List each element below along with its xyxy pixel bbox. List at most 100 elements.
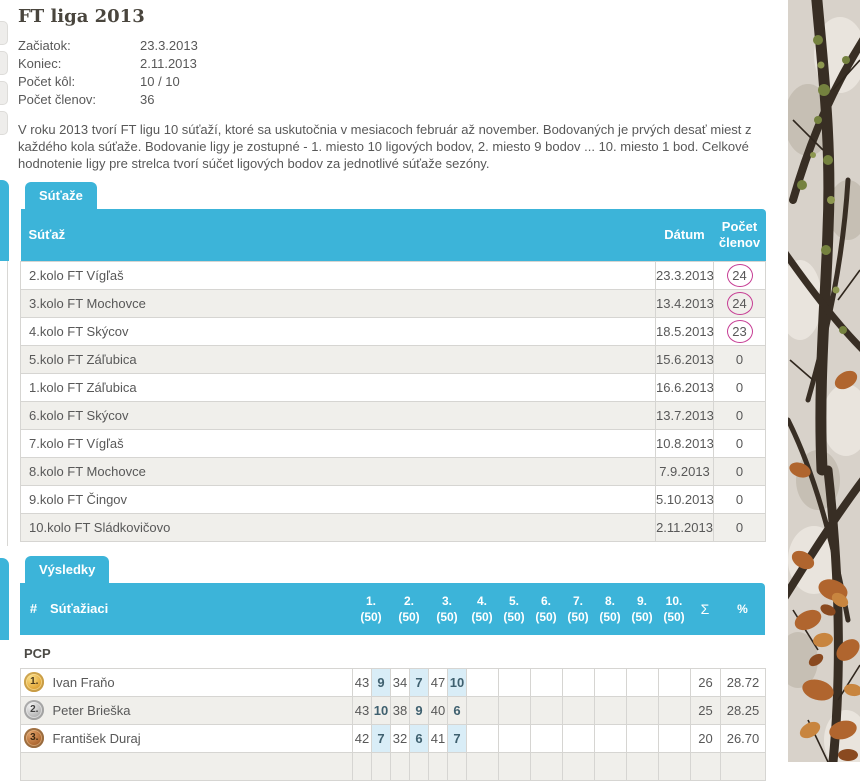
column-header-round-3: 3. (50)	[428, 582, 466, 635]
column-header-percent: %	[720, 582, 765, 635]
members-count-badge[interactable]: 24	[726, 291, 753, 315]
empty-round-cell	[594, 667, 627, 697]
empty-round-cell	[658, 667, 691, 697]
column-header-rank: #	[20, 582, 47, 635]
round-number: 3.	[441, 593, 452, 608]
bronze-medal-icon: 3.	[24, 728, 45, 748]
round-number: 6.	[540, 593, 551, 608]
tab-results[interactable]: Výsledky	[25, 555, 110, 583]
results-header-table: # Súťažiaci 1. (50) 2. (50) 3. (50) 4. (50) 5. (5…	[20, 582, 765, 635]
points-cell: 10	[447, 667, 467, 697]
cut-off-button	[0, 51, 8, 75]
info-row: Počet členov: 36	[18, 91, 765, 109]
score-cell	[390, 751, 410, 781]
empty-round-cell	[658, 723, 691, 753]
empty-round-cell	[626, 751, 659, 781]
info-row: Koniec: 2.11.2013	[18, 55, 765, 73]
round-max: (50)	[360, 609, 382, 624]
info-label: Počet členov:	[18, 92, 97, 107]
percent-cell: 28.72	[720, 667, 766, 697]
results-header-row: # Súťažiaci 1. (50) 2. (50) 3. (50) 4. (50) 5. (5…	[20, 582, 765, 635]
competition-name-cell: 10.kolo FT Sládkovičovo	[20, 512, 656, 542]
silver-medal-icon: 2.	[24, 700, 45, 720]
empty-round-cell	[498, 723, 531, 753]
empty-round-cell	[594, 751, 627, 781]
round-max: (50)	[599, 609, 621, 624]
competitions-tbody: 2.kolo FT Vígľaš 23.3.2013 24 3.kolo FT Moc…	[20, 260, 766, 542]
competition-date-cell: 10.8.2013	[655, 428, 714, 458]
competition-row[interactable]: 9.kolo FT Čingov 5.10.2013 0	[20, 484, 766, 514]
rank-cell: 3.	[20, 723, 48, 753]
competition-row[interactable]: 8.kolo FT Mochovce 7.9.2013 0	[20, 456, 766, 486]
empty-round-cell	[498, 667, 531, 697]
points-cell: 6	[447, 695, 467, 725]
competition-members-cell: 0	[713, 372, 766, 402]
info-list: Začiatok: 23.3.2013 Koniec: 2.11.2013 Po…	[18, 37, 765, 109]
empty-round-cell	[594, 695, 627, 725]
competition-members-cell: 0	[713, 484, 766, 514]
empty-round-cell	[498, 695, 531, 725]
column-header-sutaz: Súťaž	[20, 209, 656, 261]
cut-off-button	[0, 81, 8, 105]
empty-round-cell	[530, 751, 563, 781]
score-cell: 47	[428, 667, 448, 697]
competition-date-cell: 23.3.2013	[655, 260, 714, 290]
competition-row[interactable]: 4.kolo FT Skýcov 18.5.2013 23	[20, 316, 766, 346]
competition-date-cell: 13.7.2013	[655, 400, 714, 430]
competitions-header-row: Súťaž Dátum Počet členov	[20, 209, 766, 261]
info-value: 36	[140, 92, 155, 107]
points-cell: 6	[409, 723, 429, 753]
competition-row[interactable]: 10.kolo FT Sládkovičovo 2.11.2013 0	[20, 512, 766, 542]
sum-cell: 20	[690, 723, 721, 753]
competition-row[interactable]: 2.kolo FT Vígľaš 23.3.2013 24	[20, 260, 766, 290]
empty-round-cell	[562, 723, 595, 753]
page-title: FT liga 2013	[18, 6, 145, 27]
results-table: 1. Ivan Fraňo 43 9 34 7 47 10 26 28.72 2. Peter Bri…	[20, 667, 766, 781]
column-header-round-6: 6. (50)	[530, 582, 562, 635]
column-header-sum: Σ	[690, 582, 720, 635]
round-number: 1.	[365, 593, 376, 608]
result-row[interactable]: 2. Peter Brieška 43 10 38 9 40 6 25 28.25	[20, 695, 766, 725]
cut-off-tab-edge	[0, 180, 9, 261]
score-cell: 34	[390, 667, 410, 697]
result-row[interactable]: 3. František Duraj 42 7 32 6 41 7 20 26.70	[20, 723, 766, 753]
round-max: (50)	[663, 609, 685, 624]
competition-members-cell: 23	[713, 316, 766, 346]
round-max: (50)	[503, 609, 525, 624]
round-number: 10.	[665, 593, 683, 608]
competition-row[interactable]: 3.kolo FT Mochovce 13.4.2013 24	[20, 288, 766, 318]
player-name-cell: František Duraj	[47, 723, 353, 753]
competition-row[interactable]: 6.kolo FT Skýcov 13.7.2013 0	[20, 400, 766, 430]
competition-members-cell: 24	[713, 260, 766, 290]
score-cell: 32	[390, 723, 410, 753]
members-count-badge[interactable]: 23	[726, 319, 753, 343]
result-row[interactable]: 1. Ivan Fraňo 43 9 34 7 47 10 26 28.72	[20, 667, 766, 697]
info-value: 10 / 10	[140, 74, 180, 89]
round-number: 9.	[636, 593, 647, 608]
competition-date-cell: 2.11.2013	[655, 512, 714, 542]
column-header-players: Súťažiaci	[47, 582, 352, 635]
competition-row[interactable]: 1.kolo FT Záľubica 16.6.2013 0	[20, 372, 766, 402]
points-cell	[447, 751, 467, 781]
competition-date-cell: 15.6.2013	[655, 344, 714, 374]
round-number: 2.	[403, 593, 414, 608]
score-cell: 43	[352, 667, 372, 697]
empty-round-cell	[466, 695, 499, 725]
results-section: Výsledky # Súťažiaci 1. (50) 2. (50) 3. (50) 4…	[18, 555, 766, 781]
score-cell: 41	[428, 723, 448, 753]
competition-name-cell: 1.kolo FT Záľubica	[20, 372, 656, 402]
points-cell: 9	[409, 695, 429, 725]
sum-cell	[690, 751, 721, 781]
members-count-badge[interactable]: 24	[726, 263, 753, 287]
competition-date-cell: 18.5.2013	[655, 316, 714, 346]
competition-row[interactable]: 7.kolo FT Vígľaš 10.8.2013 0	[20, 428, 766, 458]
score-cell: 42	[352, 723, 372, 753]
sum-cell: 25	[690, 695, 721, 725]
score-cell: 38	[390, 695, 410, 725]
competition-name-cell: 5.kolo FT Záľubica	[20, 344, 656, 374]
tab-competitions[interactable]: Súťaže	[25, 182, 97, 209]
empty-round-cell	[562, 695, 595, 725]
autumn-camouflage-image	[778, 0, 860, 770]
competition-row[interactable]: 5.kolo FT Záľubica 15.6.2013 0	[20, 344, 766, 374]
competition-name-cell: 3.kolo FT Mochovce	[20, 288, 656, 318]
